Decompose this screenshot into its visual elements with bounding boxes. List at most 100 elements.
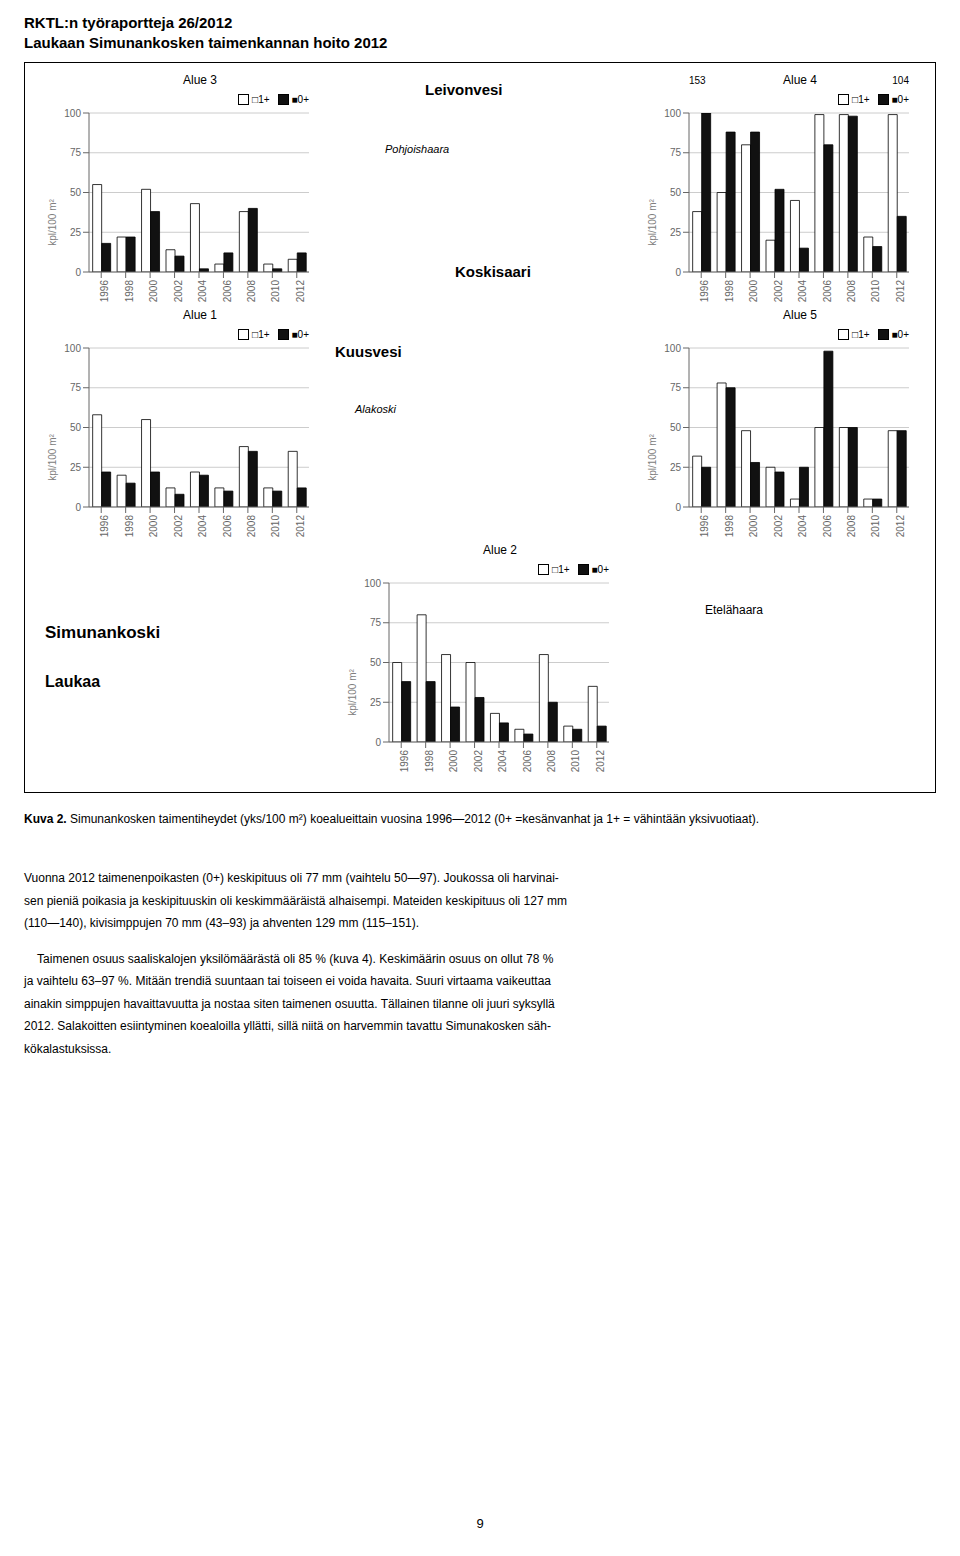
html-text:Kuva 2. Simunankosken taimenti: Kuva 2. Simunankosken taimentiheydet (yk…	[24, 812, 760, 826]
svg-text:2006: 2006	[522, 750, 533, 773]
html-text:Alue 5: Alue 5	[783, 308, 817, 322]
svg-text:25: 25	[670, 462, 682, 473]
html-text:Alue 4: Alue 4	[783, 73, 817, 87]
svg-text:1996: 1996	[699, 515, 710, 538]
svg-text:100: 100	[664, 343, 681, 354]
svg-text:1996: 1996	[699, 280, 710, 303]
svg-text:2010: 2010	[870, 515, 881, 538]
svg-text:1998: 1998	[724, 280, 735, 303]
svg-text:25: 25	[370, 697, 382, 708]
html-text:Etelähaara: Etelähaara	[705, 603, 763, 617]
html-text:(110—140), kivisimppujen 70 mm: (110—140), kivisimppujen 70 mm (43–93) j…	[24, 916, 420, 931]
svg-text:2008: 2008	[546, 750, 557, 773]
svg-text:50: 50	[370, 657, 382, 668]
svg-text:kpl/100 m²: kpl/100 m²	[47, 433, 58, 480]
svg-text:0: 0	[75, 267, 81, 278]
svg-text:25: 25	[670, 227, 682, 238]
html-text:Taimenen osuus saaliskalojen y: Taimenen osuus saaliskalojen yksilömäärä…	[24, 951, 554, 966]
svg-text:2002: 2002	[173, 280, 184, 303]
svg-text:2004: 2004	[797, 515, 808, 538]
html-text:Pohjoishaara: Pohjoishaara	[385, 143, 450, 155]
svg-text:2012: 2012	[295, 280, 306, 303]
svg-text:1996: 1996	[99, 515, 110, 538]
svg-text:0: 0	[375, 737, 381, 748]
svg-text:2006: 2006	[222, 280, 233, 303]
svg-text:kpl/100 m²: kpl/100 m²	[647, 433, 658, 480]
svg-text:2008: 2008	[246, 515, 257, 538]
svg-text:kpl/100 m²: kpl/100 m²	[347, 668, 358, 715]
svg-text:25: 25	[70, 227, 82, 238]
svg-text:kpl/100 m²: kpl/100 m²	[647, 198, 658, 245]
html-text:Alue 3: Alue 3	[183, 73, 217, 87]
html-text:Alakoski: Alakoski	[355, 403, 396, 415]
svg-text:0: 0	[75, 502, 81, 513]
svg-text:0: 0	[675, 267, 681, 278]
svg-text:100: 100	[364, 578, 381, 589]
svg-text:2000: 2000	[148, 280, 159, 303]
svg-text:2004: 2004	[197, 280, 208, 303]
svg-text:1998: 1998	[124, 280, 135, 303]
svg-text:2012: 2012	[595, 750, 606, 773]
svg-text:1996: 1996	[99, 280, 110, 303]
html-text:2012. Salakoitten esiintyminen: 2012. Salakoitten esiintyminen koealoill…	[24, 1019, 551, 1034]
svg-text:2006: 2006	[822, 280, 833, 303]
svg-text:0: 0	[675, 502, 681, 513]
html-text:Alue 2: Alue 2	[483, 543, 517, 557]
svg-text:2010: 2010	[270, 280, 281, 303]
svg-text:2004: 2004	[197, 515, 208, 538]
svg-text:75: 75	[370, 617, 382, 628]
svg-text:100: 100	[664, 108, 681, 119]
svg-text:2010: 2010	[870, 280, 881, 303]
svg-text:2008: 2008	[246, 280, 257, 303]
svg-text:50: 50	[670, 187, 682, 198]
svg-text:50: 50	[70, 422, 82, 433]
svg-text:2000: 2000	[148, 515, 159, 538]
html-text:Koskisaari: Koskisaari	[455, 263, 531, 280]
html-text:□1+: □1+	[252, 93, 270, 105]
svg-text:100: 100	[64, 108, 81, 119]
svg-text:2012: 2012	[895, 515, 906, 538]
svg-text:2002: 2002	[773, 280, 784, 303]
html-text:Kuusvesi: Kuusvesi	[335, 343, 402, 360]
svg-text:2004: 2004	[797, 280, 808, 303]
svg-text:2004: 2004	[497, 750, 508, 773]
html-text:Vuonna 2012 taimenenpoikasten: Vuonna 2012 taimenenpoikasten (0+) keski…	[24, 871, 559, 885]
svg-text:2006: 2006	[222, 515, 233, 538]
svg-text:2002: 2002	[173, 515, 184, 538]
svg-text:1998: 1998	[124, 515, 135, 538]
svg-text:2006: 2006	[822, 515, 833, 538]
svg-text:1998: 1998	[424, 750, 435, 773]
svg-text:2010: 2010	[270, 515, 281, 538]
svg-text:100: 100	[64, 343, 81, 354]
svg-text:2002: 2002	[473, 750, 484, 773]
svg-text:2000: 2000	[748, 515, 759, 538]
svg-text:kpl/100 m²: kpl/100 m²	[47, 198, 58, 245]
svg-text:2002: 2002	[773, 515, 784, 538]
svg-text:2012: 2012	[295, 515, 306, 538]
html-text:ainakin simppujen havaittavuut: ainakin simppujen havaittavuutta ja nost…	[24, 996, 555, 1011]
html-text:Laukaan Simunankosken taimenka: Laukaan Simunankosken taimenkannan hoito…	[24, 34, 388, 51]
svg-text:75: 75	[670, 382, 682, 393]
html-text:kökalastuksissa.: kökalastuksissa.	[24, 1041, 112, 1056]
html-text:RKTL:n työraportteja 26/2012: RKTL:n työraportteja 26/2012	[24, 14, 233, 31]
svg-text:50: 50	[670, 422, 682, 433]
html-text:Simunankoski: Simunankoski	[45, 623, 161, 642]
svg-text:2000: 2000	[748, 280, 759, 303]
svg-text:75: 75	[70, 382, 82, 393]
svg-text:25: 25	[70, 462, 82, 473]
svg-text:2008: 2008	[846, 515, 857, 538]
html-text:ja vaihtelu 63–97 %. Mitään tr: ja vaihtelu 63–97 %. Mitään trendiä suun…	[24, 974, 551, 989]
svg-text:50: 50	[70, 187, 82, 198]
svg-text:2000: 2000	[448, 750, 459, 773]
svg-text:1996: 1996	[399, 750, 410, 773]
svg-text:75: 75	[670, 147, 682, 158]
svg-text:2008: 2008	[846, 280, 857, 303]
html-text:Alue 1: Alue 1	[183, 308, 217, 322]
svg-text:2012: 2012	[895, 280, 906, 303]
html-text:Leivonvesi: Leivonvesi	[425, 81, 503, 98]
svg-text:1998: 1998	[724, 515, 735, 538]
html-text:Laukaa: Laukaa	[45, 673, 101, 690]
html-text:sen pieniä poikasia ja keskipi: sen pieniä poikasia ja keskipituuskin ol…	[24, 893, 567, 908]
svg-text:75: 75	[70, 147, 82, 158]
svg-text:2010: 2010	[570, 750, 581, 773]
